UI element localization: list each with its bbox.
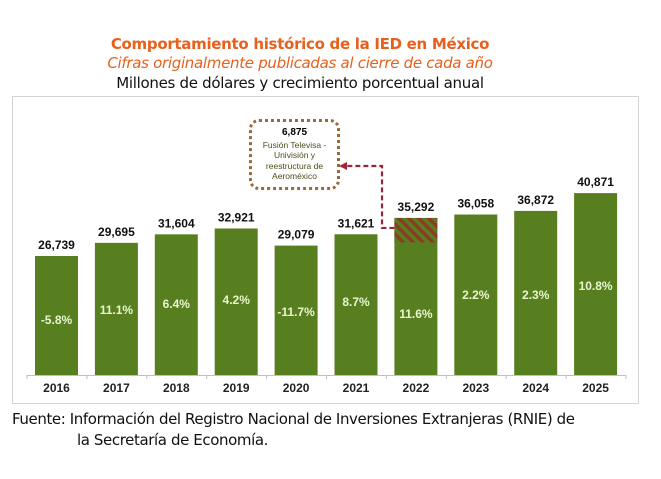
chart-subtitle: Cifras originalmente publicadas al cierr… (107, 54, 493, 72)
category-label: 2023 (462, 381, 489, 395)
category-label: 2018 (163, 381, 190, 395)
bar-2020 (274, 245, 318, 375)
category-label: 2016 (43, 381, 70, 395)
connector-line (345, 164, 395, 230)
growth-label: 11.1% (100, 303, 134, 317)
growth-label: 10.8% (579, 279, 613, 293)
value-label: 29,695 (98, 225, 135, 239)
value-label: 35,292 (398, 200, 435, 214)
value-label: 32,921 (218, 210, 255, 224)
growth-label: 2.2% (462, 288, 490, 302)
bar-2016 (35, 256, 78, 375)
value-label: 26,739 (38, 238, 75, 252)
connector-arrowhead-icon (339, 162, 347, 170)
bar-2019 (214, 228, 258, 375)
category-label: 2022 (403, 381, 430, 395)
bar-2024 (514, 210, 558, 375)
growth-label: 8.7% (342, 295, 370, 309)
value-label: 36,872 (517, 193, 554, 207)
bar-2018 (154, 234, 198, 375)
value-label: 31,621 (338, 216, 375, 230)
category-label: 2019 (223, 381, 250, 395)
category-label: 2025 (582, 381, 609, 395)
bar-2022 (394, 217, 438, 375)
value-label: 31,604 (158, 216, 195, 230)
value-label: 36,058 (457, 197, 494, 211)
category-label: 2024 (522, 381, 549, 395)
annotation-line: Fusión Televisa - (262, 139, 327, 150)
growth-label: 11.6% (399, 307, 433, 321)
chart-units: Millones de dólares y crecimiento porcen… (116, 74, 484, 92)
annotation-value: 6,875 (281, 127, 308, 138)
source-note-line2: la Secretaría de Economía. (77, 431, 269, 449)
value-label: 40,871 (577, 175, 614, 189)
growth-label: -11.7% (277, 305, 315, 319)
category-label: 2021 (343, 381, 370, 395)
annotation-box: 6,875 Fusión Televisa - Univisión y rees… (249, 119, 340, 190)
growth-label: 6.4% (163, 297, 191, 311)
chart-title: Comportamiento histórico de la IED en Mé… (110, 35, 490, 53)
source-note-line1: Fuente: Información del Registro Naciona… (12, 410, 575, 428)
bar-highlight-hatch (394, 217, 438, 243)
annotation-line: Aeroméxico (272, 171, 317, 181)
growth-label: -5.8% (41, 313, 73, 327)
annotation-line: reestructura de (265, 160, 324, 171)
bar-2017 (94, 242, 138, 375)
growth-label: 2.3% (522, 288, 550, 302)
bar-2023 (454, 214, 498, 375)
bar-2021 (334, 234, 378, 375)
chart-frame (12, 96, 639, 404)
annotation-line: Univisión y (273, 150, 316, 160)
bar-2025 (574, 193, 618, 375)
category-label: 2017 (103, 381, 130, 395)
growth-label: 4.2% (223, 293, 251, 307)
value-label: 29,079 (278, 228, 315, 242)
category-label: 2020 (283, 381, 310, 395)
